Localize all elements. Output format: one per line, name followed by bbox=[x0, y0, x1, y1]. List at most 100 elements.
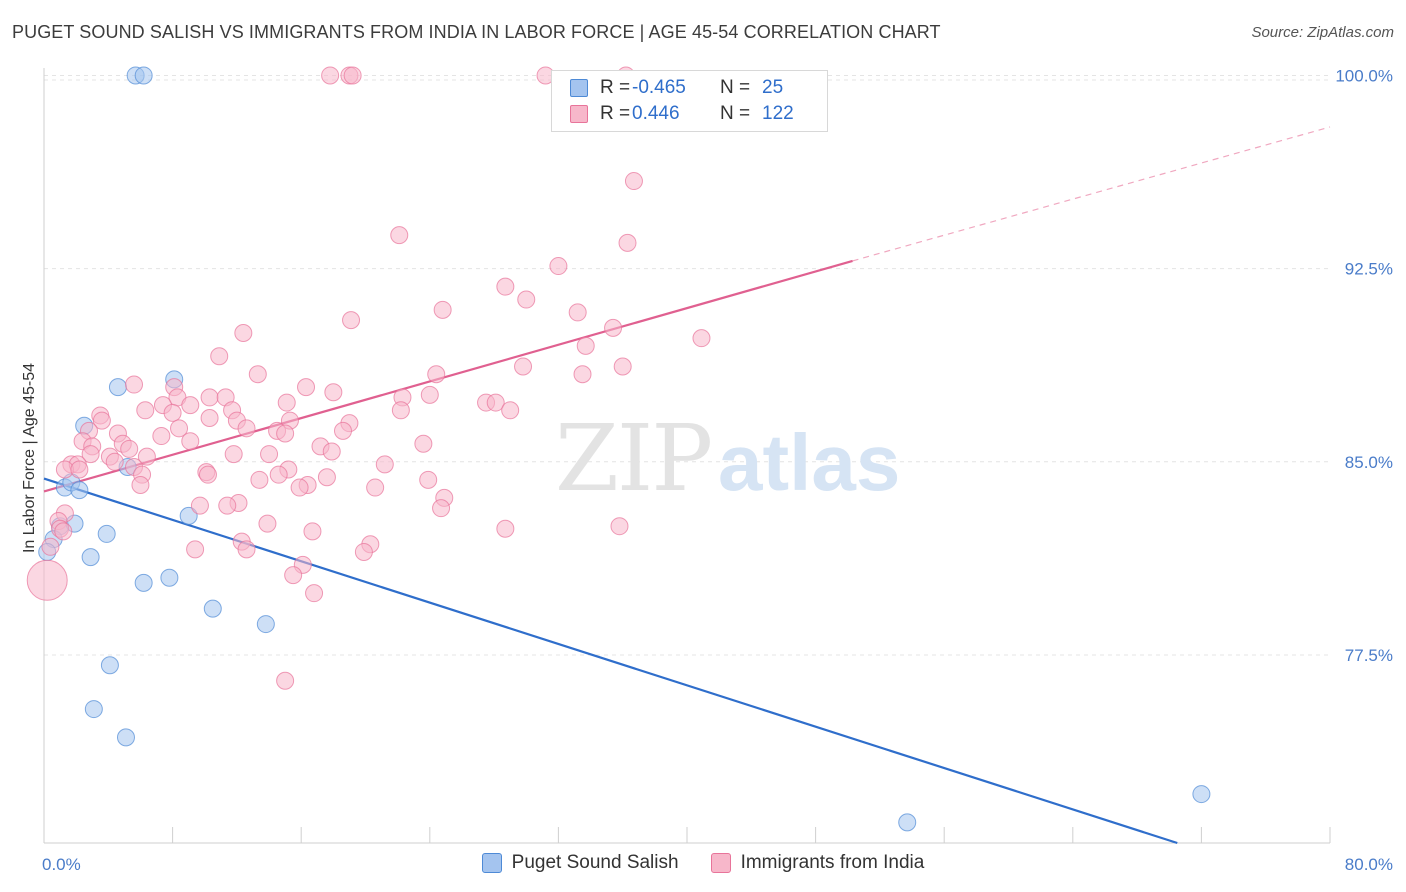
watermark: ZIP atlas bbox=[555, 405, 900, 512]
chart-title: PUGET SOUND SALISH VS IMMIGRANTS FROM IN… bbox=[12, 22, 941, 42]
grid-lines bbox=[44, 74, 1330, 656]
trend-line-immigrants-from-india bbox=[43, 259, 853, 493]
legend-item-puget-sound-salish: Puget Sound Salish bbox=[481, 852, 679, 874]
point-immigrants-from-india bbox=[496, 519, 515, 538]
point-puget-sound-salish bbox=[1192, 785, 1211, 804]
point-puget-sound-salish bbox=[898, 813, 917, 832]
point-puget-sound-salish bbox=[84, 700, 103, 719]
point-immigrants-from-india bbox=[514, 357, 533, 376]
point-immigrants-from-india bbox=[414, 434, 433, 453]
point-immigrants-from-india bbox=[170, 419, 189, 438]
point-immigrants-from-india bbox=[276, 424, 295, 443]
point-immigrants-from-india bbox=[427, 365, 446, 384]
legend-label: Puget Sound Salish bbox=[511, 852, 679, 873]
point-immigrants-from-india bbox=[125, 375, 144, 394]
x-tick-label: 80.0% bbox=[1345, 855, 1393, 874]
point-immigrants-from-india bbox=[324, 383, 343, 402]
point-immigrants-from-india bbox=[496, 277, 515, 296]
point-immigrants-from-india bbox=[618, 233, 637, 252]
point-immigrants-from-india bbox=[190, 496, 209, 515]
point-immigrants-from-india bbox=[610, 517, 629, 536]
r-label: R = bbox=[600, 103, 631, 124]
point-immigrants-from-india bbox=[549, 257, 568, 276]
point-puget-sound-salish bbox=[179, 506, 198, 525]
point-immigrants-from-india bbox=[70, 460, 89, 479]
point-immigrants-from-india bbox=[391, 401, 410, 420]
point-immigrants-from-india bbox=[501, 401, 520, 420]
point-immigrants-from-india bbox=[303, 522, 322, 541]
point-immigrants-from-india bbox=[290, 478, 309, 497]
trend-line-puget-sound-salish bbox=[43, 477, 1178, 845]
point-immigrants-from-india bbox=[517, 290, 536, 309]
point-immigrants-from-india bbox=[573, 365, 592, 384]
point-puget-sound-salish bbox=[116, 728, 135, 747]
point-immigrants-from-india bbox=[420, 385, 439, 404]
point-immigrants-from-india bbox=[613, 357, 632, 376]
y-tick-labels: 77.5% 85.0% 92.5% 100.0% bbox=[1335, 66, 1393, 665]
point-immigrants-from-india bbox=[333, 421, 352, 440]
point-immigrants-from-india bbox=[276, 671, 295, 690]
point-immigrants-from-india bbox=[131, 475, 150, 494]
point-immigrants-from-india bbox=[284, 566, 303, 585]
trend-lines bbox=[43, 126, 1331, 845]
point-immigrants-from-india bbox=[237, 540, 256, 559]
legend-swatch-blue bbox=[481, 853, 502, 873]
point-immigrants-from-india bbox=[181, 396, 200, 415]
legend-swatch-pink bbox=[570, 105, 588, 123]
point-immigrants-from-india bbox=[321, 66, 340, 85]
point-puget-sound-salish bbox=[203, 599, 222, 618]
point-immigrants-from-india bbox=[390, 226, 409, 245]
point-immigrants-from-india bbox=[258, 514, 277, 533]
point-immigrants-from-india bbox=[54, 522, 73, 541]
watermark-atlas: atlas bbox=[718, 418, 900, 507]
point-immigrants-from-india bbox=[432, 499, 451, 518]
point-immigrants-from-india bbox=[342, 311, 361, 330]
point-immigrants-from-india bbox=[486, 393, 505, 412]
point-immigrants-from-india bbox=[105, 452, 124, 471]
point-immigrants-from-india bbox=[41, 537, 60, 556]
point-immigrants-from-india bbox=[604, 318, 623, 337]
y-tick-label: 100.0% bbox=[1335, 66, 1393, 85]
point-immigrants-from-india bbox=[419, 470, 438, 489]
x-tick-labels: 0.0% 80.0% bbox=[42, 855, 1393, 874]
point-puget-sound-salish bbox=[108, 378, 127, 397]
point-immigrants-from-india bbox=[200, 409, 219, 428]
point-immigrants-from-india bbox=[200, 388, 219, 407]
axes bbox=[43, 68, 1331, 844]
point-immigrants-from-india bbox=[237, 419, 256, 438]
point-puget-sound-salish bbox=[100, 656, 119, 675]
source-label: Source: ZipAtlas.com bbox=[1251, 24, 1394, 41]
point-puget-sound-salish bbox=[160, 568, 179, 587]
point-immigrants-from-india bbox=[181, 432, 200, 451]
point-immigrants-from-india bbox=[297, 378, 316, 397]
legend-swatch-blue bbox=[570, 79, 588, 97]
point-puget-sound-salish bbox=[81, 548, 100, 567]
point-puget-sound-salish bbox=[134, 573, 153, 592]
watermark-zip: ZIP bbox=[555, 405, 711, 512]
point-immigrants-from-india bbox=[163, 403, 182, 422]
point-immigrants-from-india bbox=[317, 468, 336, 487]
point-immigrants-from-india bbox=[224, 445, 243, 464]
point-immigrants-from-india bbox=[260, 445, 279, 464]
point-immigrants-from-india bbox=[692, 329, 711, 348]
point-immigrants-from-india bbox=[248, 365, 267, 384]
point-immigrants-from-india bbox=[120, 439, 139, 458]
point-puget-sound-salish bbox=[134, 66, 153, 85]
point-immigrants-from-india bbox=[81, 445, 100, 464]
r-value: 0.446 bbox=[632, 103, 680, 124]
point-immigrants-from-india bbox=[137, 447, 156, 466]
point-immigrants-from-india bbox=[136, 401, 155, 420]
trend-extension-immigrants-from-india bbox=[852, 126, 1331, 262]
point-immigrants-from-india bbox=[624, 172, 643, 191]
x-tick-label: 0.0% bbox=[42, 855, 81, 874]
point-immigrants-from-india bbox=[250, 470, 269, 489]
point-immigrants-from-india bbox=[234, 324, 253, 343]
legend-swatch-pink bbox=[710, 853, 731, 873]
point-immigrants-from-india bbox=[568, 303, 587, 322]
legend-label: Immigrants from India bbox=[740, 852, 925, 873]
point-puget-sound-salish bbox=[256, 615, 275, 634]
data-points bbox=[26, 66, 1211, 832]
point-immigrants-from-india bbox=[218, 496, 237, 515]
point-immigrants-from-india bbox=[433, 300, 452, 319]
